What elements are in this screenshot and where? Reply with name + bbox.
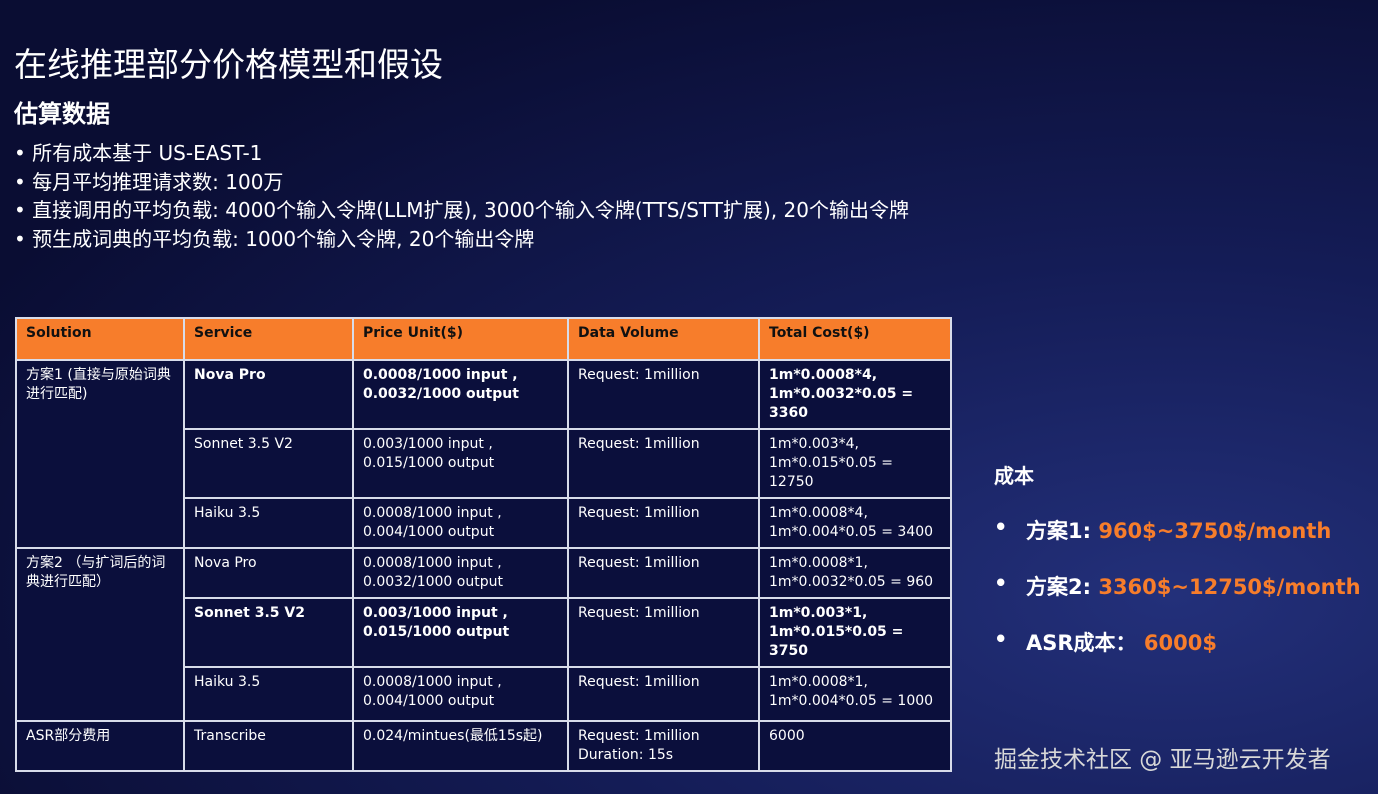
list-item: 预生成词典的平均负载: 1000个输入令牌, 20个输出令牌 [14, 225, 909, 254]
cell-line: 1m*0.003*1, [769, 605, 868, 621]
service-cell: Transcribe [183, 720, 354, 772]
list-item: 直接调用的平均负载: 4000个输入令牌(LLM扩展), 3000个输入令牌(T… [14, 196, 909, 225]
price-cell: 0.0008/1000 input , 0.0032/1000 output [352, 359, 569, 430]
cost-cell: 1m*0.0008*1, 1m*0.004*0.05 = 1000 [758, 666, 952, 722]
page-title: 在线推理部分价格模型和假设 [14, 45, 443, 84]
cell-line: 0.004/1000 output [363, 693, 495, 709]
list-item: 每月平均推理请求数: 100万 [14, 168, 909, 197]
volume-cell: Request: 1million [567, 359, 760, 430]
solution-cell: ASR部分费用 [15, 720, 185, 772]
service-cell: Nova Pro [183, 547, 354, 599]
cell-line: 1m*0.004*0.05 = 1000 [769, 693, 934, 709]
cell-line: 0.003/1000 input , [363, 436, 493, 452]
cost-cell: 6000 [758, 720, 952, 772]
service-cell: Sonnet 3.5 V2 [183, 428, 354, 499]
price-cell: 0.0008/1000 input , 0.004/1000 output [352, 666, 569, 722]
cell-line: 0.004/1000 output [363, 524, 495, 540]
cell-line: 0.0008/1000 input , [363, 505, 502, 521]
cell-line: 0.015/1000 output [363, 455, 495, 471]
column-header: Total Cost($) [758, 317, 952, 361]
cost-summary: 成本 • 方案1: 960$~3750$/month • 方案2: 3360$~12… [994, 460, 1361, 655]
service-cell: Haiku 3.5 [183, 497, 354, 549]
table-row: Sonnet 3.5 V2 0.003/1000 input , 0.015/100… [16, 597, 952, 668]
cell-line: 1m*0.004*0.05 = 3400 [769, 524, 934, 540]
cost-cell: 1m*0.003*1, 1m*0.015*0.05 = 3750 [758, 597, 952, 668]
column-header: Solution [15, 317, 185, 361]
pricing-table: Solution Service Price Unit($) Data Volume T… [15, 317, 952, 772]
cell-line: Duration: 15s [578, 747, 674, 763]
cell-line: 1m*0.0008*1, [769, 555, 868, 571]
summary-label: 方案1: [1026, 519, 1092, 543]
summary-label: 方案2: [1026, 575, 1092, 599]
volume-cell: Request: 1million Duration: 15s [567, 720, 760, 772]
cell-line: 1m*0.0032*0.05 = 960 [769, 574, 934, 590]
volume-cell: Request: 1million [567, 597, 760, 668]
cell-line: 0.0008/1000 input , [363, 367, 518, 383]
column-header: Price Unit($) [352, 317, 569, 361]
volume-cell: Request: 1million [567, 666, 760, 722]
column-header: Service [183, 317, 354, 361]
table-row: 方案2 （与扩词后的词典进行匹配） Nova Pro 0.0008/1000 inp… [15, 547, 952, 722]
cell-line: 0.0008/1000 input , [363, 555, 502, 571]
cell-line: 1m*0.0008*4, [769, 505, 868, 521]
price-cell: 0.024/mintues(最低15s起) [352, 720, 569, 772]
table-row: Sonnet 3.5 V2 0.003/1000 input , 0.015/100… [16, 428, 952, 499]
watermark: 掘金技术社区 @ 亚马逊云开发者 [994, 747, 1331, 773]
table-header-row: Solution Service Price Unit($) Data Volume T… [15, 317, 952, 361]
cell-line: 0.0008/1000 input , [363, 674, 502, 690]
price-cell: 0.003/1000 input , 0.015/1000 output [352, 597, 569, 668]
cell-line: 1m*0.003*4, [769, 436, 859, 452]
cell-line: Request: 1million [578, 605, 700, 621]
cost-cell: 1m*0.0008*4, 1m*0.0032*0.05 = 3360 [758, 359, 952, 430]
service-cell: Sonnet 3.5 V2 [183, 597, 354, 668]
cell-line: 0.0032/1000 output [363, 574, 503, 590]
cell-line: 1m*0.015*0.05 = 3750 [769, 624, 904, 659]
cell-line: 0.015/1000 output [363, 624, 510, 640]
summary-value: 6000$ [1143, 631, 1217, 655]
cost-cell: 1m*0.0008*4, 1m*0.004*0.05 = 3400 [758, 497, 952, 549]
solution-cell: 方案1 (直接与原始词典进行匹配) [15, 359, 185, 549]
summary-label: ASR成本： [1026, 631, 1137, 655]
table-row: Haiku 3.5 0.0008/1000 input , 0.004/1000 o… [16, 497, 952, 549]
cell-line: 1m*0.0008*4, [769, 367, 878, 383]
service-cell: Nova Pro [183, 359, 354, 430]
cell-line: 0.024/mintues(最低15s起) [363, 728, 543, 744]
cell-line: 1m*0.0032*0.05 = [769, 386, 914, 402]
assumption-list: 所有成本基于 US-EAST-1 每月平均推理请求数: 100万 直接调用的平均… [14, 139, 909, 253]
price-cell: 0.0008/1000 input , 0.004/1000 output [352, 497, 569, 549]
solution-cell: 方案2 （与扩词后的词典进行匹配） [15, 547, 185, 722]
cell-line: 0.0032/1000 output [363, 386, 519, 402]
price-cell: 0.0008/1000 input , 0.0032/1000 output [352, 547, 569, 599]
price-cell: 0.003/1000 input , 0.015/1000 output [352, 428, 569, 499]
cell-line: Request: 1million [578, 728, 700, 744]
cost-cell: 1m*0.003*4, 1m*0.015*0.05 = 12750 [758, 428, 952, 499]
cell-line: 3360 [769, 405, 808, 421]
list-item: 所有成本基于 US-EAST-1 [14, 139, 909, 168]
cell-line: Request: 1million [578, 674, 700, 690]
section-subtitle: 估算数据 [14, 100, 110, 128]
cell-line: 1m*0.0008*1, [769, 674, 868, 690]
volume-cell: Request: 1million [567, 497, 760, 549]
volume-cell: Request: 1million [567, 547, 760, 599]
cost-cell: 1m*0.0008*1, 1m*0.0032*0.05 = 960 [758, 547, 952, 599]
table-row: 方案1 (直接与原始词典进行匹配) Nova Pro 0.0008/1000 inp… [15, 359, 952, 549]
cell-line: Request: 1million [578, 555, 700, 571]
cell-line: Request: 1million [578, 436, 700, 452]
cell-line: 6000 [769, 728, 805, 744]
cell-line: 1m*0.015*0.05 = 12750 [769, 455, 893, 490]
cell-line: Request: 1million [578, 367, 700, 383]
cell-line: Request: 1million [578, 505, 700, 521]
volume-cell: Request: 1million [567, 428, 760, 499]
summary-heading: 成本 [994, 464, 1034, 488]
table-row: Haiku 3.5 0.0008/1000 input , 0.004/1000 o… [16, 666, 952, 722]
service-cell: Haiku 3.5 [183, 666, 354, 722]
table-row: ASR部分费用 Transcribe 0.024/mintues(最低15s起) Re… [15, 720, 952, 772]
summary-value: 3360$~12750$/month [1098, 575, 1361, 599]
column-header: Data Volume [567, 317, 760, 361]
cell-line: 0.003/1000 input , [363, 605, 508, 621]
summary-value: 960$~3750$/month [1098, 519, 1332, 543]
